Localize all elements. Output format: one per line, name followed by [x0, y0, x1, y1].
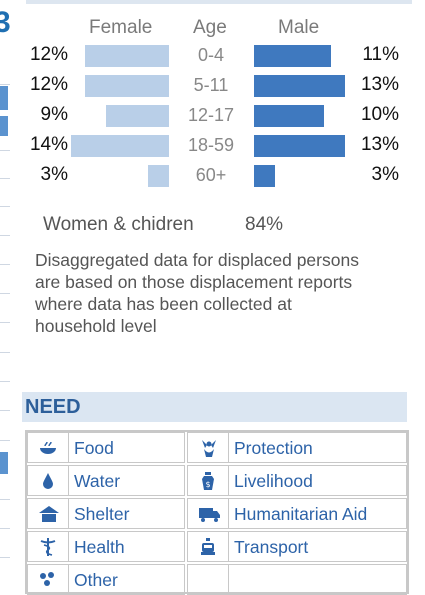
male-value-label: 13%	[360, 74, 399, 95]
need-item-water[interactable]: Water	[27, 465, 185, 496]
strip-divider	[0, 178, 10, 179]
need-icon-box	[28, 565, 69, 594]
need-item-shelter[interactable]: Shelter	[27, 498, 185, 529]
need-item-label: Livelihood	[234, 471, 313, 491]
strip-tab[interactable]	[0, 452, 8, 474]
male-bar	[254, 165, 275, 187]
strip-divider	[0, 352, 10, 353]
strip-tab[interactable]	[0, 86, 8, 110]
female-bar	[148, 165, 169, 187]
male-bar	[254, 135, 345, 157]
strip-divider	[0, 235, 10, 236]
summary-value: 84%	[245, 214, 284, 235]
female-bar	[85, 45, 169, 67]
male-value-label: 3%	[371, 164, 399, 185]
need-icon-box	[28, 499, 69, 528]
female-value-label: 3%	[40, 164, 68, 185]
section-top-bar	[26, 0, 412, 4]
need-item-humanitarian-aid[interactable]: Humanitarian Aid	[187, 498, 407, 529]
strip-divider	[0, 264, 10, 265]
need-item-label: Other	[74, 570, 118, 590]
age-category-label: 18-59	[187, 135, 235, 155]
need-item-food[interactable]: Food	[27, 432, 185, 463]
strip-divider	[0, 150, 10, 151]
need-icon-box	[28, 466, 69, 495]
strip-divider	[0, 381, 10, 382]
age-category-label: 60+	[195, 165, 227, 185]
female-value-label: 12%	[29, 44, 68, 65]
male-value-label: 10%	[360, 104, 399, 125]
strip-divider	[0, 293, 10, 294]
strip-divider	[0, 528, 10, 529]
strip-divider	[0, 322, 10, 323]
need-icon-box	[28, 433, 69, 462]
age-category-label: 0-4	[197, 45, 224, 65]
need-item-empty	[187, 564, 407, 595]
need-icon-box: $	[188, 466, 229, 495]
need-item-label: Health	[74, 537, 125, 557]
strip-divider	[0, 84, 10, 85]
age-column-header: Age	[193, 17, 227, 38]
male-bar	[254, 105, 324, 127]
need-item-label: Food	[74, 438, 114, 458]
need-icon-box	[188, 499, 229, 528]
male-bar	[254, 75, 345, 97]
age-category-label: 12-17	[187, 105, 235, 125]
female-value-label: 12%	[29, 74, 68, 95]
need-item-label: Transport	[234, 537, 309, 557]
need-item-other[interactable]: Other	[27, 564, 185, 595]
data-note: Disaggregated data for displaced persons…	[35, 250, 359, 336]
need-icon-box	[188, 565, 229, 594]
summary-label: Women & chidren	[43, 214, 194, 235]
male-column-header: Male	[278, 17, 320, 38]
strip-tab[interactable]	[0, 116, 8, 136]
female-bar	[71, 135, 169, 157]
need-item-label: Humanitarian Aid	[234, 504, 368, 524]
need-grid: Food Protection Water $ Livelihood Shelter Hum…	[25, 430, 409, 595]
female-value-label: 9%	[40, 104, 68, 125]
female-column-header: Female	[89, 17, 153, 38]
strip-divider	[0, 440, 10, 441]
male-value-label: 13%	[360, 134, 399, 155]
need-icon-box	[28, 532, 69, 561]
strip-divider	[0, 499, 10, 500]
svg-text:$: $	[205, 480, 210, 489]
left-edge-strip: 3	[0, 0, 12, 582]
strip-divider	[0, 557, 10, 558]
need-item-health[interactable]: Health	[27, 531, 185, 562]
need-icon-box	[188, 433, 229, 462]
need-icon-box	[188, 532, 229, 561]
need-item-label: Shelter	[74, 504, 130, 524]
female-value-label: 14%	[29, 134, 68, 155]
female-bar	[106, 105, 169, 127]
female-bar	[85, 75, 169, 97]
strip-divider	[0, 410, 10, 411]
male-value-label: 11%	[362, 44, 399, 65]
need-header: NEED	[22, 392, 407, 422]
need-item-label: Protection	[234, 438, 313, 458]
need-item-transport[interactable]: Transport	[187, 531, 407, 562]
male-bar	[254, 45, 331, 67]
need-title: NEED	[25, 396, 81, 418]
need-item-livelihood[interactable]: $ Livelihood	[187, 465, 407, 496]
need-item-label: Water	[74, 471, 121, 491]
need-item-protection[interactable]: Protection	[187, 432, 407, 463]
strip-divider	[0, 206, 10, 207]
age-category-label: 5-11	[193, 75, 229, 95]
cropped-glyph: 3	[0, 6, 11, 39]
